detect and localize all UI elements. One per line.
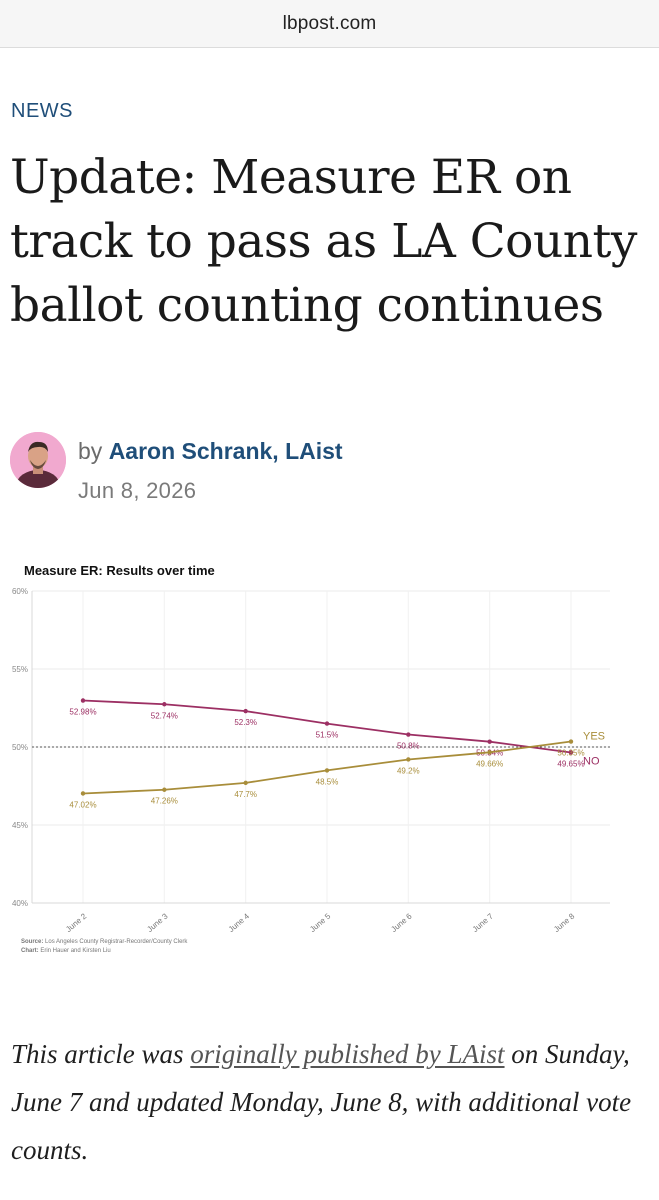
data-label-no: 50.8%: [397, 742, 420, 751]
series-label-yes: YES: [583, 731, 605, 743]
data-point-yes: [162, 787, 167, 792]
data-point-no: [487, 739, 492, 744]
results-chart: Measure ER: Results over time 40% 45% 50% 55…: [10, 555, 650, 965]
byline-prefix: by: [78, 438, 103, 464]
x-tick-label: June 5: [308, 911, 333, 934]
data-point-no: [80, 698, 86, 703]
series-label-no: NO: [583, 755, 600, 767]
data-point-no: [406, 732, 411, 737]
chart-source: Source: Los Angeles County Registrar-Rec…: [21, 939, 188, 945]
data-label-yes: 50.35%: [557, 749, 584, 758]
source-label: Source:: [21, 939, 45, 945]
x-tick-label: June 7: [471, 911, 496, 934]
data-label-yes: 47.26%: [151, 797, 178, 806]
x-tick-label: June 4: [227, 911, 252, 934]
browser-address-bar[interactable]: lbpost.com: [0, 0, 659, 48]
data-label-yes: 47.7%: [234, 790, 257, 799]
x-tick-label: June 8: [552, 911, 577, 934]
url-text[interactable]: lbpost.com: [282, 12, 377, 34]
data-point-no: [568, 750, 574, 755]
data-point-yes: [487, 750, 492, 755]
data-label-no: 52.98%: [69, 708, 96, 717]
x-tick-label: June 2: [64, 911, 89, 934]
article-headline: Update: Measure ER on track to pass as L…: [10, 150, 637, 333]
data-label-no: 52.3%: [234, 718, 257, 727]
x-tick-label: June 6: [389, 911, 414, 934]
data-point-yes: [324, 768, 330, 773]
author-link[interactable]: Aaron Schrank, LAist: [108, 438, 343, 464]
y-tick-label: 55%: [12, 665, 28, 674]
data-point-yes: [568, 739, 574, 744]
data-point-no: [243, 708, 248, 714]
avatar-portrait-icon: [10, 432, 66, 488]
data-label-no: 52.74%: [151, 711, 178, 720]
original-source-link[interactable]: originally published by LAist: [190, 1039, 505, 1069]
data-label-no: 49.65%: [557, 759, 584, 768]
y-tick-label: 45%: [12, 821, 28, 830]
data-point-yes: [243, 780, 248, 786]
byline-text: by Aaron Schrank, LAist: [78, 438, 343, 465]
data-label-yes: 47.02%: [69, 800, 96, 809]
chart-title: Measure ER: Results over time: [24, 563, 215, 578]
article-note: This article was originally published by…: [11, 1030, 651, 1174]
data-point-no: [162, 702, 167, 707]
note-suffix: on Sunday, June 7 and updated Monday, Ju…: [11, 1039, 632, 1165]
article-category[interactable]: NEWS: [11, 100, 73, 122]
chart-credit: Chart: Erin Hauer and Kirsten Liu: [21, 948, 111, 954]
publish-date: Jun 8, 2026: [78, 478, 197, 503]
credit-label: Chart:: [21, 948, 40, 954]
source-text: Los Angeles County Registrar-Recorder/Co…: [45, 939, 188, 945]
credit-text: Erin Hauer and Kirsten Liu: [40, 948, 110, 954]
data-point-yes: [80, 791, 86, 796]
data-label-yes: 48.5%: [316, 777, 339, 786]
note-prefix: This article was: [11, 1039, 191, 1069]
byline: by Aaron Schrank, LAist Jun 8, 2026: [10, 432, 650, 512]
y-tick-label: 50%: [12, 743, 28, 752]
data-label-no: 51.5%: [316, 731, 339, 740]
data-label-yes: 49.2%: [397, 766, 420, 775]
results-line-chart: Measure ER: Results over time 40% 45% 50% 55…: [12, 563, 610, 954]
data-label-yes: 49.66%: [476, 759, 503, 768]
data-point-no: [324, 721, 330, 726]
y-tick-label: 40%: [12, 899, 28, 908]
author-avatar[interactable]: [10, 432, 66, 488]
data-point-yes: [406, 757, 411, 762]
x-tick-label: June 3: [145, 911, 170, 934]
y-tick-label: 60%: [12, 587, 28, 596]
